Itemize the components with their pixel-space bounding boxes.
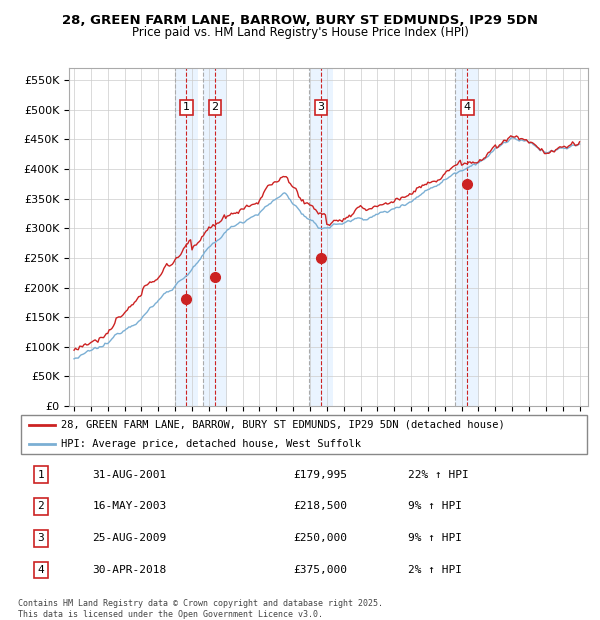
Text: 31-AUG-2001: 31-AUG-2001	[92, 470, 167, 480]
FancyBboxPatch shape	[21, 415, 587, 454]
Text: 2: 2	[212, 102, 218, 112]
Text: 28, GREEN FARM LANE, BARROW, BURY ST EDMUNDS, IP29 5DN: 28, GREEN FARM LANE, BARROW, BURY ST EDM…	[62, 14, 538, 27]
Text: Contains HM Land Registry data © Crown copyright and database right 2025.
This d: Contains HM Land Registry data © Crown c…	[18, 600, 383, 619]
Text: 2% ↑ HPI: 2% ↑ HPI	[407, 565, 461, 575]
Bar	[203, 68, 227, 406]
Text: 3: 3	[317, 102, 325, 112]
Text: HPI: Average price, detached house, West Suffolk: HPI: Average price, detached house, West…	[61, 440, 361, 450]
Text: 1: 1	[38, 470, 44, 480]
Text: 4: 4	[38, 565, 44, 575]
Text: 16-MAY-2003: 16-MAY-2003	[92, 502, 167, 512]
Text: 3: 3	[38, 533, 44, 543]
Bar	[455, 68, 479, 406]
Text: 25-AUG-2009: 25-AUG-2009	[92, 533, 167, 543]
Text: £250,000: £250,000	[293, 533, 347, 543]
Text: £218,500: £218,500	[293, 502, 347, 512]
Text: £179,995: £179,995	[293, 470, 347, 480]
Text: 4: 4	[464, 102, 471, 112]
Bar	[175, 68, 198, 406]
Text: 9% ↑ HPI: 9% ↑ HPI	[407, 533, 461, 543]
Text: £375,000: £375,000	[293, 565, 347, 575]
Text: 28, GREEN FARM LANE, BARROW, BURY ST EDMUNDS, IP29 5DN (detached house): 28, GREEN FARM LANE, BARROW, BURY ST EDM…	[61, 420, 505, 430]
Bar	[309, 68, 333, 406]
Text: 22% ↑ HPI: 22% ↑ HPI	[407, 470, 469, 480]
Text: 2: 2	[38, 502, 44, 512]
Text: 9% ↑ HPI: 9% ↑ HPI	[407, 502, 461, 512]
Text: 1: 1	[183, 102, 190, 112]
Text: 30-APR-2018: 30-APR-2018	[92, 565, 167, 575]
Text: Price paid vs. HM Land Registry's House Price Index (HPI): Price paid vs. HM Land Registry's House …	[131, 26, 469, 39]
